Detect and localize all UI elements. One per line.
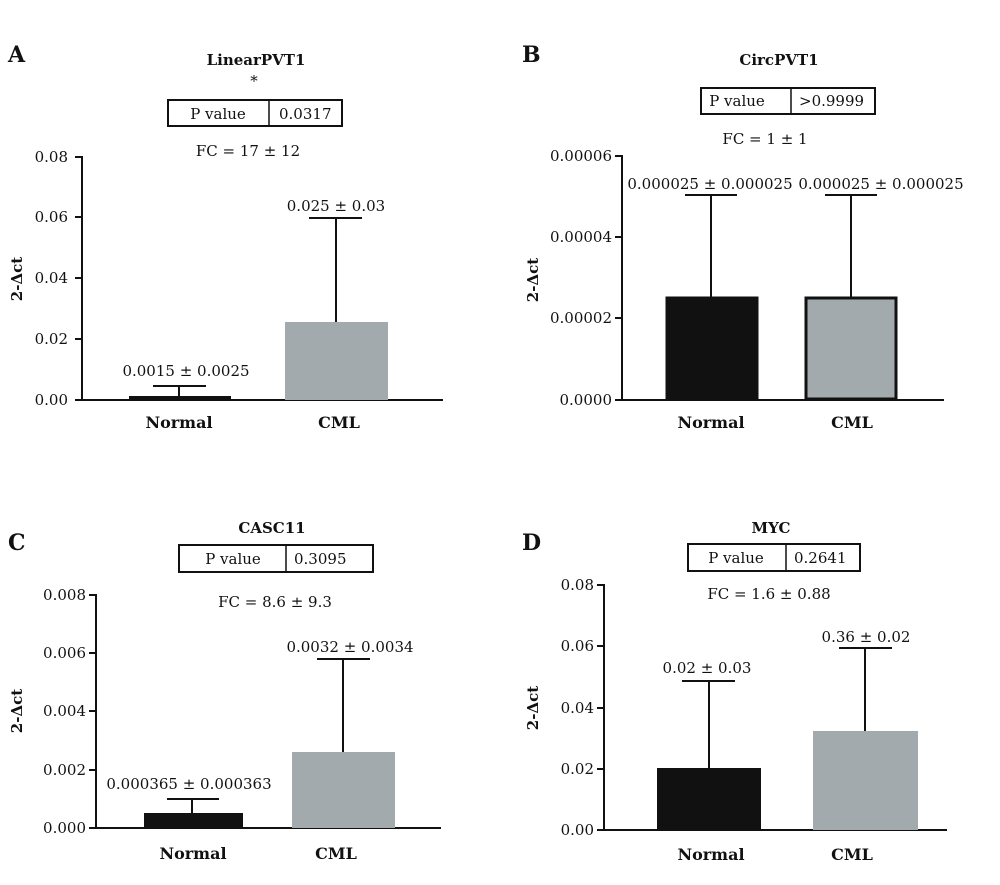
panel-a: A LinearPVT1 * P value 0.0317 FC = 17 ± …: [7, 42, 443, 432]
p-value-label: P value: [205, 550, 261, 568]
y-tick-label: 0.02: [35, 330, 68, 348]
y-axis-label: 2-Δct: [524, 686, 542, 730]
y-tick-label: 0.0000: [560, 391, 613, 409]
y-axis-label: 2-Δct: [8, 257, 26, 301]
y-axis-label: 2-Δct: [524, 258, 542, 302]
significance-marker: *: [250, 72, 258, 90]
value-label-normal: 0.0015 ± 0.0025: [122, 362, 249, 380]
p-value: 0.2641: [794, 549, 847, 567]
y-tick-label: 0.002: [43, 761, 86, 779]
y-axis-label: 2-Δct: [8, 689, 26, 733]
y-tick-label: 0.08: [35, 148, 68, 166]
y-tick-label: 0.008: [43, 586, 86, 604]
bar-normal: [129, 396, 231, 400]
y-tick-label: 0.06: [35, 208, 68, 226]
fold-change-label: FC = 1 ± 1: [722, 130, 807, 148]
value-label-cml: 0.36 ± 0.02: [822, 628, 911, 646]
p-value-box: P value 0.0317: [167, 99, 343, 127]
category-label-normal: Normal: [145, 413, 212, 432]
p-value-box: P value >0.9999: [700, 87, 876, 115]
fold-change-label: FC = 8.6 ± 9.3: [218, 593, 332, 611]
category-label-cml: CML: [315, 844, 357, 863]
y-tick-label: 0.006: [43, 644, 86, 662]
panel-letter: D: [522, 530, 541, 556]
p-value-label: P value: [708, 549, 764, 567]
y-axis: 0.00 0.02 0.04 0.06 0.08: [35, 148, 83, 409]
panel-b: B CircPVT1 P value >0.9999 FC = 1 ± 1 2-…: [522, 42, 964, 432]
fold-change-label: FC = 1.6 ± 0.88: [707, 585, 830, 603]
chart-title: CASC11: [238, 519, 305, 537]
y-tick-label: 0.00: [35, 391, 68, 409]
y-tick-label: 0.000: [43, 819, 86, 837]
value-label-normal: 0.000025 ± 0.000025: [627, 175, 792, 193]
y-tick-label: 0.04: [561, 699, 594, 717]
y-tick-label: 0.00004: [550, 228, 612, 246]
panel-c: C CASC11 P value 0.3095 FC = 8.6 ± 9.3 2…: [8, 519, 441, 863]
y-tick-label: 0.02: [561, 760, 594, 778]
chart-title: MYC: [752, 519, 791, 537]
bar-normal: [665, 296, 759, 401]
category-label-normal: Normal: [677, 845, 744, 864]
bar-cml: [813, 731, 918, 830]
bar-normal: [657, 768, 761, 830]
bar-cml: [804, 296, 898, 401]
y-tick-label: 0.06: [561, 637, 594, 655]
panel-letter: B: [522, 42, 541, 68]
p-value-box: P value 0.3095: [178, 544, 374, 573]
panel-d: D MYC P value 0.2641 FC = 1.6 ± 0.88 2-Δ…: [522, 519, 947, 864]
p-value-label: P value: [709, 92, 765, 110]
category-label-cml: CML: [318, 413, 360, 432]
panel-letter: A: [7, 42, 26, 68]
y-tick-label: 0.08: [561, 576, 594, 594]
p-value: >0.9999: [799, 92, 864, 110]
category-label-normal: Normal: [677, 413, 744, 432]
y-tick-label: 0.04: [35, 269, 68, 287]
category-label-cml: CML: [831, 413, 873, 432]
y-axis: 0.00 0.02 0.04 0.06 0.08: [561, 576, 605, 839]
p-value-label: P value: [190, 105, 246, 123]
y-tick-label: 0.00: [561, 821, 594, 839]
p-value: 0.0317: [279, 105, 332, 123]
value-label-cml: 0.000025 ± 0.000025: [798, 175, 963, 193]
y-tick-label: 0.00002: [550, 309, 612, 327]
chart-title: LinearPVT1: [207, 51, 306, 69]
value-label-cml: 0.025 ± 0.03: [287, 197, 385, 215]
category-label-normal: Normal: [159, 844, 226, 863]
y-axis: 0.0000 0.00002 0.00004 0.00006: [550, 147, 623, 409]
panel-letter: C: [8, 530, 26, 556]
p-value-box: P value 0.2641: [687, 543, 861, 572]
value-label-cml: 0.0032 ± 0.0034: [286, 638, 413, 656]
y-tick-label: 0.004: [43, 702, 86, 720]
y-axis: 0.000 0.002 0.004 0.006 0.008: [43, 586, 97, 837]
bar-normal: [144, 813, 243, 828]
value-label-normal: 0.02 ± 0.03: [663, 659, 752, 677]
p-value: 0.3095: [294, 550, 347, 568]
chart-title: CircPVT1: [739, 51, 818, 69]
y-tick-label: 0.00006: [550, 147, 612, 165]
fold-change-label: FC = 17 ± 12: [196, 142, 300, 160]
category-label-cml: CML: [831, 845, 873, 864]
bar-cml: [285, 322, 388, 400]
value-label-normal: 0.000365 ± 0.000363: [106, 775, 271, 793]
bar-cml: [292, 752, 395, 828]
